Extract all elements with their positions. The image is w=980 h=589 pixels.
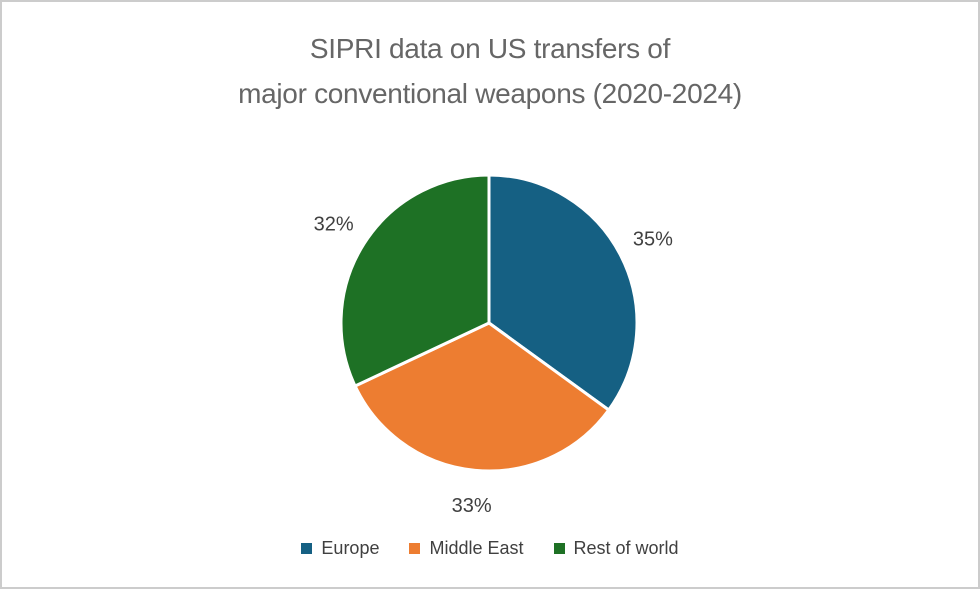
chart-title: SIPRI data on US transfers of major conv…: [2, 26, 978, 116]
pie-slice-europe: [487, 173, 639, 412]
chart-title-line1: SIPRI data on US transfers of: [309, 33, 671, 64]
data-label-europe: 35%: [633, 229, 673, 251]
legend-label-rest-of-world: Rest of world: [573, 538, 679, 558]
legend-label-middle-east: Middle East: [429, 538, 524, 558]
legend-swatch-rest-of-world: [553, 543, 565, 554]
legend-item-europe: Europe: [301, 538, 379, 559]
chart-title-line2: major conventional weapons (2020-2024): [238, 78, 742, 109]
legend-label-europe: Europe: [321, 538, 380, 558]
legend-swatch-europe: [301, 543, 313, 554]
data-label-rest-of-world: 32%: [314, 213, 354, 235]
pie-slice-middle-east: [353, 321, 611, 473]
data-label-middle-east: 33%: [452, 495, 492, 517]
pie-slice-rest-of-world: [339, 173, 491, 388]
chart-legend: Europe Middle East Rest of world: [2, 538, 978, 559]
legend-swatch-middle-east: [409, 543, 421, 554]
legend-item-rest-of-world: Rest of world: [553, 538, 679, 559]
legend-item-middle-east: Middle East: [409, 538, 524, 559]
